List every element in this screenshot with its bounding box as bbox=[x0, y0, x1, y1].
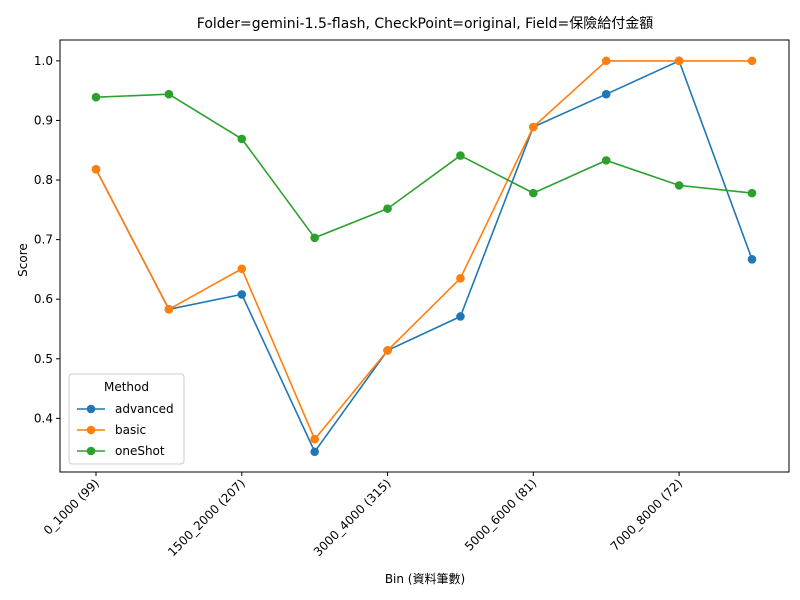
y-tick-label: 0.8 bbox=[34, 173, 53, 187]
x-tick-label: 5000_6000 (81) bbox=[462, 476, 539, 553]
y-axis-label: Score bbox=[16, 243, 30, 277]
legend-label-basic: basic bbox=[115, 423, 146, 437]
data-point-basic bbox=[456, 274, 465, 283]
y-tick-label: 0.6 bbox=[34, 292, 53, 306]
y-tick-label: 0.7 bbox=[34, 233, 53, 247]
x-tick-label: 0_1000 (99) bbox=[41, 476, 102, 537]
data-point-advanced bbox=[601, 89, 611, 99]
data-point-basic bbox=[164, 305, 174, 314]
series-line-basic bbox=[95, 60, 752, 441]
data-point-basic bbox=[383, 346, 392, 355]
legend-box bbox=[68, 373, 185, 465]
data-point-oneShot bbox=[456, 151, 465, 160]
y-tick-label: 0.9 bbox=[34, 113, 53, 127]
data-point-oneShot bbox=[529, 188, 538, 198]
data-point-oneShot bbox=[237, 134, 247, 144]
y-tick-label: 0.4 bbox=[34, 411, 53, 425]
chart-title: Folder=gemini-1.5-flash, CheckPoint=orig… bbox=[197, 16, 653, 32]
data-point-basic bbox=[674, 56, 684, 66]
legend-label-advanced: advanced bbox=[115, 402, 174, 416]
data-point-oneShot bbox=[747, 188, 757, 198]
data-point-basic bbox=[601, 56, 611, 66]
data-point-basic bbox=[529, 122, 538, 132]
series-advanced bbox=[91, 56, 757, 457]
legend: Method advanced basic oneShot bbox=[68, 373, 185, 465]
data-point-basic bbox=[237, 264, 247, 274]
legend-marker-advanced bbox=[86, 404, 96, 414]
data-point-advanced bbox=[747, 254, 757, 264]
legend-marker-basic bbox=[86, 425, 96, 435]
legend-marker-oneShot bbox=[86, 446, 96, 456]
data-point-advanced bbox=[456, 312, 465, 321]
data-point-oneShot bbox=[601, 156, 611, 165]
series-basic bbox=[91, 56, 757, 444]
series-line-oneShot bbox=[95, 93, 753, 239]
data-point-oneShot bbox=[164, 89, 174, 99]
plot-frame bbox=[59, 39, 790, 473]
data-point-advanced bbox=[237, 290, 247, 299]
data-point-oneShot bbox=[310, 233, 319, 243]
data-point-basic bbox=[91, 165, 101, 174]
x-tick-label: 3000_4000 (315) bbox=[311, 476, 394, 559]
legend-title: Method bbox=[104, 380, 149, 394]
x-axis-label: Bin (資料筆數) bbox=[385, 572, 465, 586]
plot-area: 0.4 0.5 0.6 0.7 0.8 0.9 1.0 0_1000 (99) 1500_200… bbox=[34, 39, 790, 559]
series-oneShot bbox=[91, 89, 757, 243]
y-tick-label: 0.5 bbox=[34, 352, 53, 366]
data-point-basic bbox=[310, 434, 319, 444]
legend-label-oneShot: oneShot bbox=[115, 444, 165, 458]
data-point-basic bbox=[747, 56, 757, 66]
data-point-oneShot bbox=[383, 204, 392, 213]
series-line-advanced bbox=[95, 59, 753, 454]
data-point-advanced bbox=[310, 447, 319, 457]
data-point-oneShot bbox=[674, 181, 684, 190]
y-tick-label: 1.0 bbox=[34, 54, 53, 68]
x-tick-label: 7000_8000 (72) bbox=[608, 476, 685, 553]
data-point-oneShot bbox=[91, 92, 101, 102]
x-tick-label: 1500_2000 (207) bbox=[165, 476, 248, 559]
